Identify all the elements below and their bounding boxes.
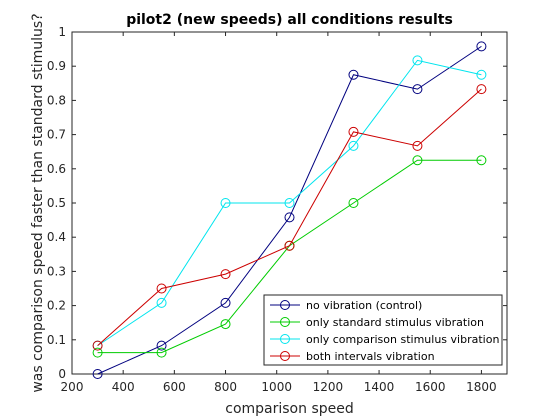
legend-label: no vibration (control) [306, 299, 422, 312]
x-tick-label: 600 [163, 380, 186, 394]
chart-title: pilot2 (new speeds) all conditions resul… [126, 12, 453, 28]
x-tick-label: 400 [112, 380, 135, 394]
legend-entry: only comparison stimulus vibration [270, 333, 499, 346]
data-point [284, 212, 295, 223]
legend-label: only standard stimulus vibration [306, 316, 484, 329]
series-line [97, 88, 482, 346]
y-tick-label: 0.8 [47, 93, 66, 107]
data-point [348, 69, 359, 80]
x-tick-label: 800 [214, 380, 237, 394]
series-line [97, 59, 482, 347]
data-point [348, 126, 359, 137]
y-tick-label: 0 [58, 367, 66, 381]
x-tick-label: 1400 [364, 380, 395, 394]
x-tick-label: 1800 [466, 380, 497, 394]
legend: no vibration (control) only standard stim… [263, 294, 503, 366]
data-point [412, 55, 423, 66]
data-point [476, 155, 487, 166]
data-point [412, 155, 423, 166]
series-0 [92, 41, 487, 379]
data-point [220, 198, 231, 208]
x-axis-label: comparison speed [225, 401, 354, 417]
data-point [476, 41, 487, 52]
y-tick-label: 0.1 [47, 333, 66, 347]
legend-marker [280, 300, 290, 310]
data-point [476, 84, 487, 95]
x-tick-label: 1000 [261, 380, 292, 394]
y-tick-label: 0.5 [47, 196, 66, 210]
data-point [156, 283, 167, 294]
data-point [348, 198, 359, 208]
data-point [92, 347, 103, 358]
series-layer [92, 41, 487, 379]
x-tick-label: 1600 [415, 380, 446, 394]
data-point [348, 140, 359, 151]
y-axis-label: was comparison speed faster than standar… [30, 13, 46, 392]
data-point [156, 340, 167, 351]
data-point [92, 340, 103, 351]
y-tick-label: 0.6 [47, 162, 66, 176]
data-point [220, 297, 231, 308]
legend-label: only comparison stimulus vibration [306, 333, 499, 346]
data-point [284, 198, 295, 208]
legend-box [263, 294, 503, 366]
data-point [156, 347, 167, 358]
legend-entry: no vibration (control) [270, 299, 422, 312]
data-point [92, 369, 103, 379]
legend-entry: both intervals vibration [270, 350, 435, 363]
legend-marker [280, 351, 290, 361]
legend-label: both intervals vibration [306, 350, 435, 363]
data-point [284, 240, 295, 251]
x-tick-label: 200 [61, 380, 84, 394]
y-tick-label: 0.7 [47, 128, 66, 142]
axis-ticks: 200 400 600 800 1000 1200 1400 1600 1800 0 0.1 0.2 0… [47, 25, 507, 394]
y-tick-label: 0.3 [47, 264, 66, 278]
data-point [412, 84, 423, 95]
y-tick-label: 0.2 [47, 299, 66, 313]
legend-entry: only standard stimulus vibration [270, 316, 484, 329]
legend-marker [280, 334, 290, 344]
y-tick-label: 0.9 [47, 59, 66, 73]
series-line [97, 45, 482, 375]
data-point [220, 269, 231, 280]
series-3 [92, 84, 487, 351]
legend-marker [280, 317, 290, 327]
data-point [476, 69, 487, 80]
y-tick-label: 1 [58, 25, 66, 39]
data-point [412, 140, 423, 151]
x-tick-label: 1200 [313, 380, 344, 394]
data-point [156, 297, 167, 308]
data-point [220, 319, 231, 330]
y-tick-label: 0.4 [47, 230, 66, 244]
